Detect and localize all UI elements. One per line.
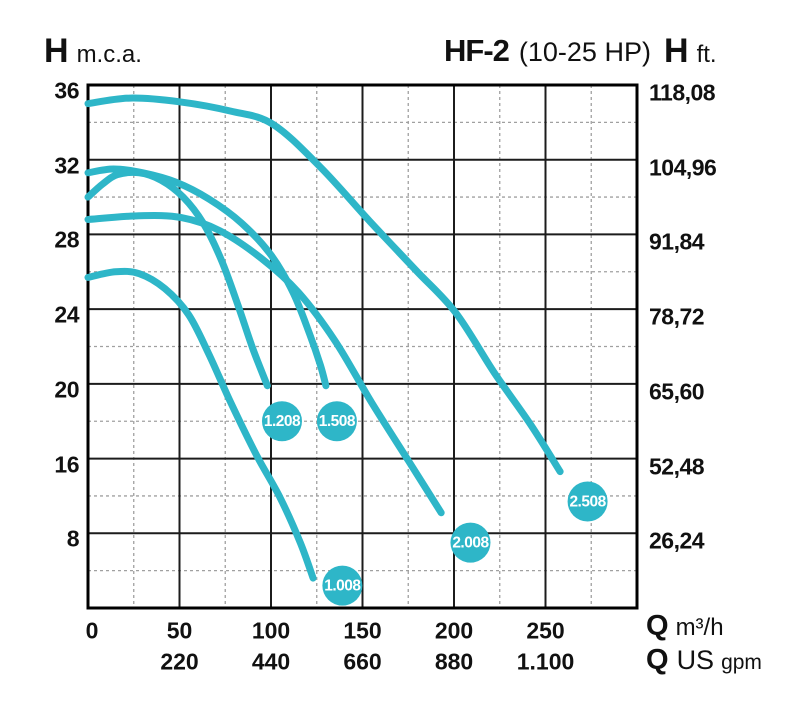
right-axis-unit: ft. bbox=[696, 41, 717, 68]
curve-bubble-label-2.008: 2.008 bbox=[452, 535, 489, 552]
chart-title-model: HF-2 bbox=[444, 33, 510, 68]
flow-unit-m3h: m³/h bbox=[675, 614, 724, 641]
chart-title-power: (10-25 HP) bbox=[518, 37, 651, 67]
x-axis-title-gpm: Q US gpm bbox=[646, 644, 762, 677]
curve-bubble-label-1.508: 1.508 bbox=[319, 413, 356, 430]
plot-border bbox=[86, 83, 639, 610]
curve-bubble-2.008 bbox=[450, 522, 491, 563]
pump-curve-1.008 bbox=[84, 267, 317, 582]
curve-bubble-1.008 bbox=[322, 565, 363, 606]
x-axis-title-m3h: Q m³/h bbox=[646, 610, 724, 643]
left-axis-symbol: H bbox=[44, 32, 69, 70]
right-axis-title: H ft. bbox=[664, 32, 717, 71]
right-axis-symbol: H bbox=[664, 32, 689, 70]
left-axis-title: H m.c.a. bbox=[44, 32, 142, 71]
flow-unit-gpm-us: US bbox=[676, 645, 715, 675]
left-axis-unit: m.c.a. bbox=[76, 41, 142, 68]
curve-bubble-label-1.008: 1.008 bbox=[324, 578, 361, 595]
pump-curve-2.008 bbox=[84, 212, 445, 517]
pump-curve-1.508 bbox=[84, 165, 330, 390]
chart-title: HF-2 (10-25 HP) bbox=[444, 33, 651, 69]
flow-symbol-m3h: Q bbox=[646, 610, 669, 642]
curve-bubble-label-2.508: 2.508 bbox=[569, 494, 606, 511]
curve-bubble-1.208 bbox=[261, 401, 302, 442]
flow-symbol-gpm: Q bbox=[646, 644, 669, 676]
pump-curve-1.208 bbox=[84, 168, 271, 390]
flow-unit-gpm-small: gpm bbox=[721, 651, 762, 674]
curve-bubble-2.508 bbox=[567, 481, 608, 522]
curve-bubble-1.508 bbox=[316, 401, 357, 442]
pump-curve-2.508 bbox=[84, 94, 564, 476]
curve-bubble-label-1.208: 1.208 bbox=[264, 413, 301, 430]
